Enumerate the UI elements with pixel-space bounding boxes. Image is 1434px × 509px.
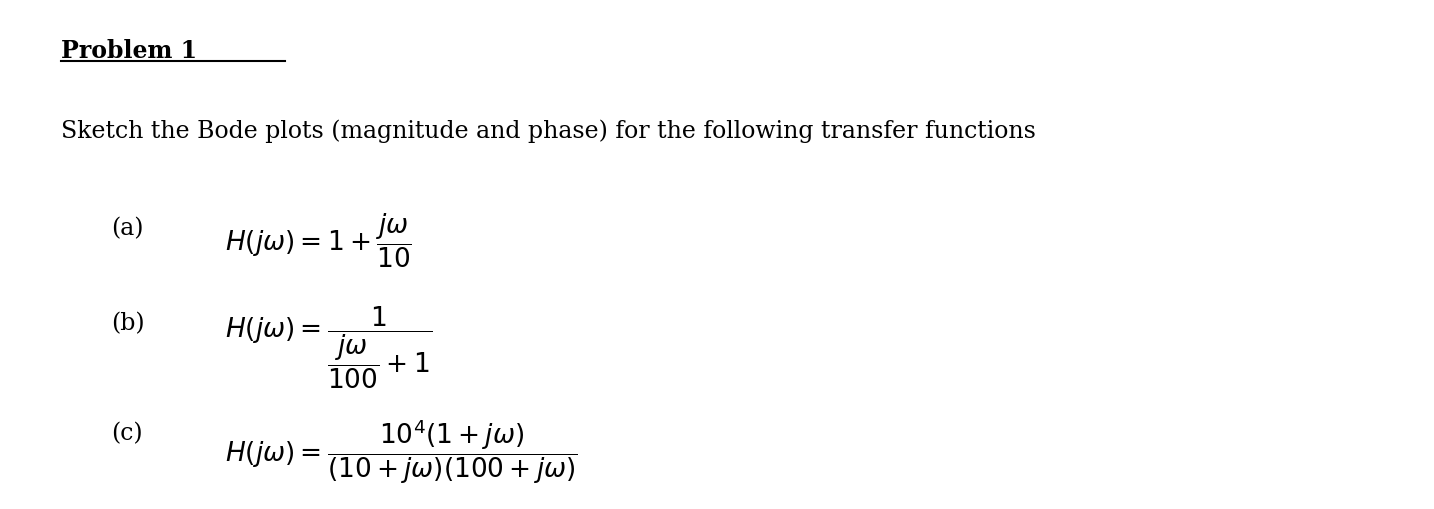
Text: $H(j\omega) = 1 + \dfrac{j\omega}{10}$: $H(j\omega) = 1 + \dfrac{j\omega}{10}$ (225, 212, 412, 270)
Text: $H(j\omega) = \dfrac{10^4(1+j\omega)}{(10+j\omega)(100+j\omega)}$: $H(j\omega) = \dfrac{10^4(1+j\omega)}{(1… (225, 417, 578, 486)
Text: (a): (a) (110, 217, 143, 240)
Text: Sketch the Bode plots (magnitude and phase) for the following transfer functions: Sketch the Bode plots (magnitude and pha… (62, 119, 1037, 143)
Text: Problem 1: Problem 1 (62, 39, 198, 63)
Text: $H(j\omega) = \dfrac{1}{\dfrac{j\omega}{100}+1}$: $H(j\omega) = \dfrac{1}{\dfrac{j\omega}{… (225, 304, 432, 391)
Text: (b): (b) (110, 312, 145, 335)
Text: (c): (c) (110, 422, 143, 445)
